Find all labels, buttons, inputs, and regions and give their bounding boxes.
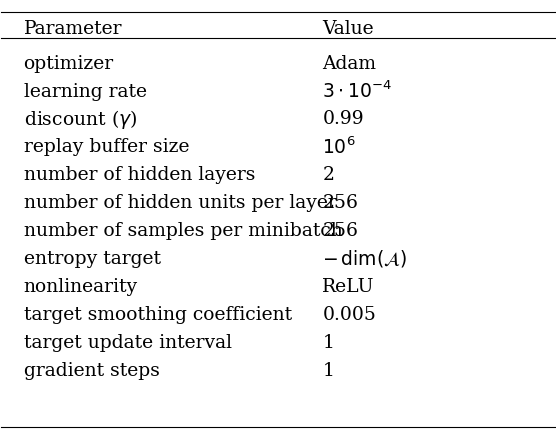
Text: Parameter: Parameter <box>23 20 122 38</box>
Text: 2: 2 <box>322 166 334 184</box>
Text: nonlinearity: nonlinearity <box>23 278 138 296</box>
Text: 1: 1 <box>322 334 334 352</box>
Text: $10^6$: $10^6$ <box>322 137 356 158</box>
Text: discount ($\gamma$): discount ($\gamma$) <box>23 108 137 131</box>
Text: number of hidden units per layer: number of hidden units per layer <box>23 194 336 212</box>
Text: 0.99: 0.99 <box>322 111 364 128</box>
Text: ReLU: ReLU <box>322 278 375 296</box>
Text: 256: 256 <box>322 194 358 212</box>
Text: number of samples per minibatch: number of samples per minibatch <box>23 222 342 240</box>
Text: Value: Value <box>322 20 374 38</box>
Text: Adam: Adam <box>322 54 376 73</box>
Text: number of hidden layers: number of hidden layers <box>23 166 255 184</box>
Text: $3 \cdot 10^{-4}$: $3 \cdot 10^{-4}$ <box>322 81 392 102</box>
Text: 0.005: 0.005 <box>322 306 376 324</box>
Text: gradient steps: gradient steps <box>23 362 160 380</box>
Text: target smoothing coefficient: target smoothing coefficient <box>23 306 292 324</box>
Text: replay buffer size: replay buffer size <box>23 138 189 156</box>
Text: target update interval: target update interval <box>23 334 231 352</box>
Text: 1: 1 <box>322 362 334 380</box>
Text: learning rate: learning rate <box>23 83 147 101</box>
Text: $-\,\mathrm{dim}(\mathcal{A})$: $-\,\mathrm{dim}(\mathcal{A})$ <box>322 248 408 270</box>
Text: optimizer: optimizer <box>23 54 113 73</box>
Text: entropy target: entropy target <box>23 250 161 268</box>
Text: 256: 256 <box>322 222 358 240</box>
